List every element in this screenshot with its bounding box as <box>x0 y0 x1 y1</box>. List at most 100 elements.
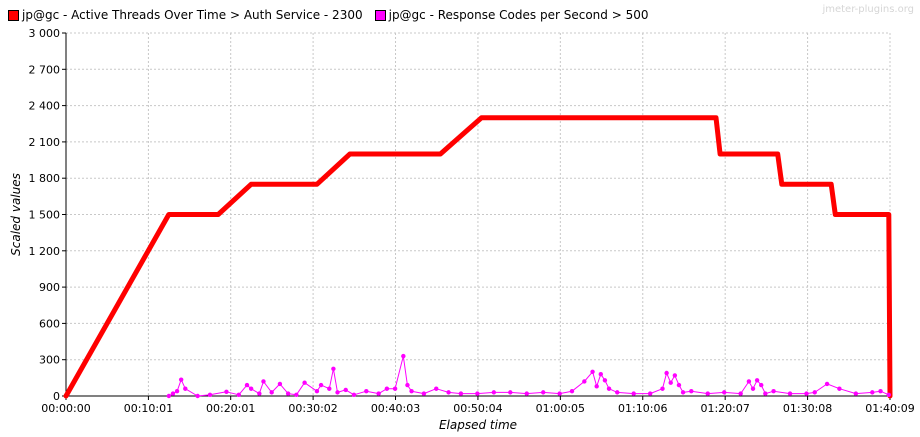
data-point-response-codes <box>178 377 184 382</box>
x-tick-label: 00:00:00 <box>41 402 90 415</box>
data-point-response-codes <box>804 391 809 396</box>
x-tick-label: 01:30:08 <box>783 402 832 415</box>
data-point-active-threads <box>315 182 319 187</box>
data-point-response-codes <box>224 389 229 394</box>
data-point-response-codes <box>647 391 653 396</box>
data-point-response-codes <box>598 372 603 377</box>
data-point-response-codes <box>886 392 891 397</box>
data-point-response-codes <box>631 391 636 396</box>
data-point-response-codes <box>166 393 172 399</box>
data-point-response-codes <box>401 353 406 359</box>
y-tick-label: 1 800 <box>29 172 61 185</box>
y-tick-label: 3 000 <box>29 27 61 40</box>
data-point-response-codes <box>170 391 176 396</box>
data-point-response-codes <box>343 387 348 393</box>
data-point-response-codes <box>569 388 575 394</box>
data-point-response-codes <box>754 378 760 383</box>
x-tick-label: 00:30:02 <box>288 402 337 415</box>
x-tick-label: 00:50:04 <box>453 402 502 415</box>
data-point-response-codes <box>458 391 464 396</box>
y-tick-label: 300 <box>39 354 60 367</box>
data-point-response-codes <box>878 388 883 394</box>
y-tick-label: 600 <box>39 317 60 330</box>
data-point-active-threads <box>829 182 833 187</box>
data-point-response-codes <box>680 390 686 395</box>
data-point-response-codes <box>524 391 529 396</box>
data-point-active-threads <box>833 212 838 217</box>
data-point-response-codes <box>392 386 398 391</box>
data-point-response-codes <box>405 382 410 388</box>
data-point-response-codes <box>335 390 340 395</box>
data-point-response-codes <box>314 388 320 394</box>
x-tick-label: 00:20:01 <box>206 402 255 415</box>
x-axis-label: Elapsed time <box>439 418 517 432</box>
legend-label-active-threads: jp@gc - Active Threads Over Time > Auth … <box>22 8 363 22</box>
data-point-response-codes <box>446 390 451 395</box>
data-point-response-codes <box>824 381 830 387</box>
legend-swatch-response-codes <box>374 9 386 21</box>
data-point-response-codes <box>837 386 842 391</box>
y-tick-label: 0 <box>53 390 60 403</box>
data-point-response-codes <box>672 373 678 378</box>
data-point-response-codes <box>738 391 743 396</box>
x-tick-label: 01:00:05 <box>536 402 585 415</box>
data-point-response-codes <box>376 391 381 396</box>
data-point-response-codes <box>207 392 213 397</box>
data-point-response-codes <box>541 390 546 395</box>
y-tick-label: 2 400 <box>29 100 61 113</box>
data-point-active-threads <box>216 212 221 217</box>
x-tick-label: 01:10:06 <box>618 402 667 415</box>
data-point-active-threads <box>714 115 718 120</box>
data-point-response-codes <box>248 386 254 391</box>
data-point-active-threads <box>64 394 68 398</box>
data-point-response-codes <box>236 392 241 397</box>
data-point-response-codes <box>557 391 562 396</box>
data-point-response-codes <box>195 393 200 399</box>
data-point-response-codes <box>327 386 332 391</box>
series-line-active-threads <box>63 115 893 399</box>
data-point-response-codes <box>606 386 612 391</box>
legend: jp@gc - Active Threads Over Time > Auth … <box>8 7 660 23</box>
data-point-response-codes <box>269 390 274 395</box>
x-tick-label: 00:40:03 <box>371 402 420 415</box>
data-point-response-codes <box>582 379 587 384</box>
data-point-response-codes <box>257 391 262 396</box>
data-point-active-threads <box>479 115 484 120</box>
y-tick-label: 2 700 <box>29 63 61 76</box>
data-point-active-threads <box>718 152 722 156</box>
data-point-active-threads <box>780 182 784 187</box>
data-point-response-codes <box>787 391 793 396</box>
data-point-active-threads <box>886 212 891 217</box>
data-point-response-codes <box>812 390 817 395</box>
x-tick-label: 00:10:01 <box>124 402 173 415</box>
y-axis-label: Scaled values <box>9 173 23 256</box>
data-point-response-codes <box>491 390 497 395</box>
x-tick-label: 01:20:07 <box>700 402 749 415</box>
data-point-active-threads <box>775 152 780 156</box>
data-point-response-codes <box>261 379 266 384</box>
data-point-response-codes <box>318 382 324 388</box>
data-point-response-codes <box>508 390 513 395</box>
data-point-response-codes <box>434 386 439 391</box>
legend-item-response-codes: jp@gc - Response Codes per Second > 500 <box>374 8 649 22</box>
data-point-response-codes <box>668 380 673 385</box>
data-point-response-codes <box>870 390 875 395</box>
legend-item-active-threads: jp@gc - Active Threads Over Time > Auth … <box>8 8 363 22</box>
data-point-response-codes <box>302 380 307 385</box>
data-point-response-codes <box>331 366 336 371</box>
data-point-response-codes <box>351 392 357 397</box>
data-point-response-codes <box>763 391 768 396</box>
data-point-response-codes <box>771 388 776 394</box>
data-point-response-codes <box>750 386 756 391</box>
data-point-response-codes <box>409 388 414 394</box>
data-point-response-codes <box>602 378 608 383</box>
data-point-response-codes <box>384 386 390 391</box>
data-point-response-codes <box>277 381 283 387</box>
data-point-response-codes <box>660 386 665 391</box>
y-tick-label: 1 200 <box>29 245 61 258</box>
data-point-active-threads <box>438 152 443 156</box>
y-tick-label: 1 500 <box>29 209 61 222</box>
legend-label-response-codes: jp@gc - Response Codes per Second > 500 <box>388 8 649 22</box>
data-point-response-codes <box>676 382 682 388</box>
